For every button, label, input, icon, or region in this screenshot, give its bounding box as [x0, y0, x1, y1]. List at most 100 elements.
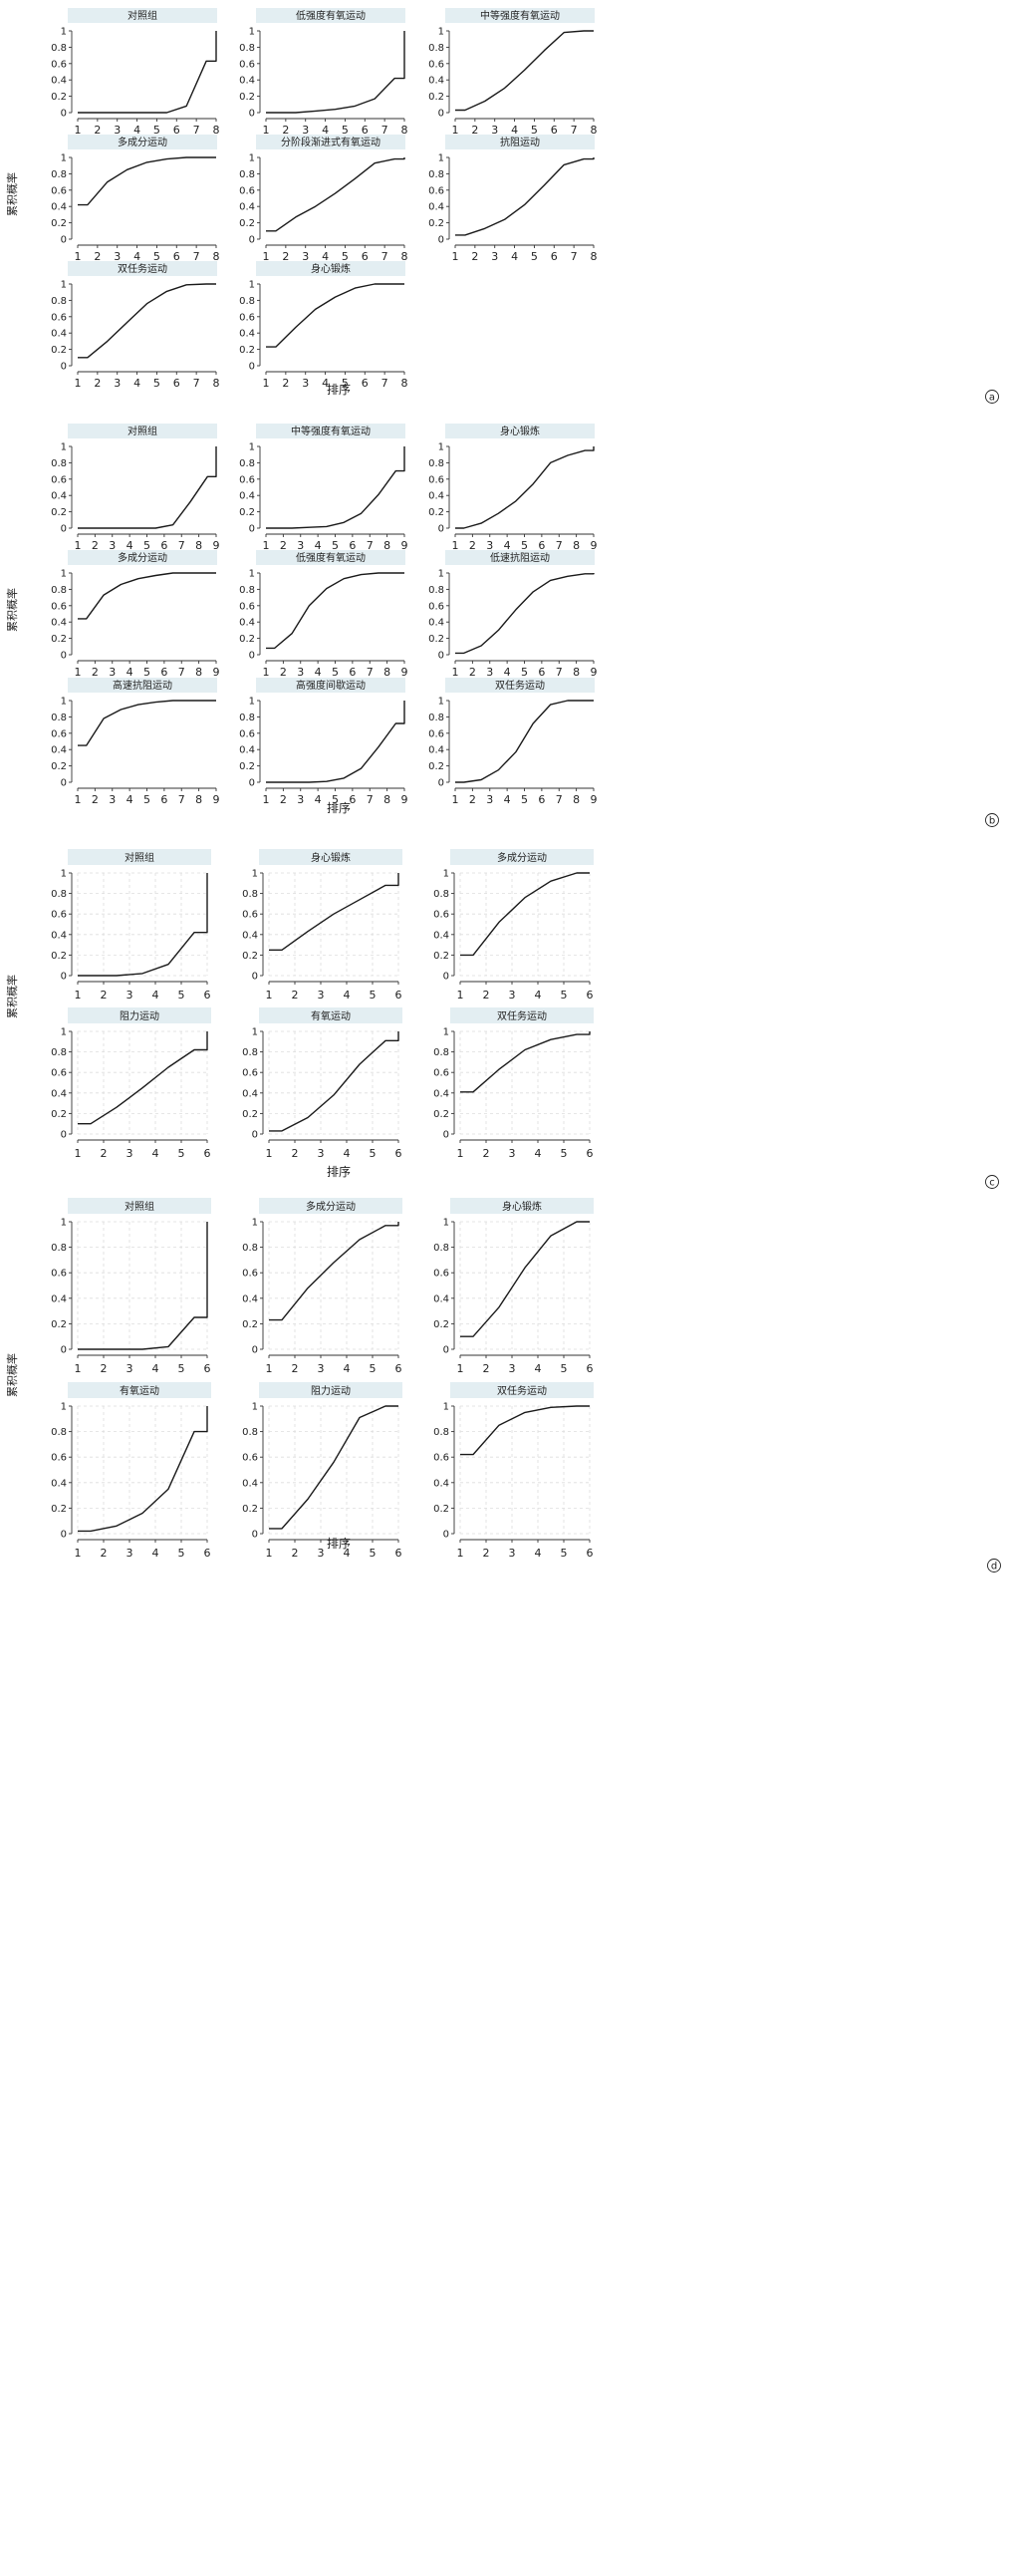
y-tick-label: 0.6 — [51, 185, 67, 196]
subplot-title: 双任务运动 — [497, 1009, 547, 1022]
x-tick-label: 2 — [483, 1362, 490, 1375]
x-tick-label: 6 — [538, 539, 545, 552]
x-tick-label: 5 — [143, 539, 150, 552]
y-tick-label: 0.4 — [51, 1478, 67, 1489]
x-tick-label: 6 — [349, 539, 356, 552]
x-tick-label: 7 — [556, 666, 563, 679]
series-line — [266, 572, 404, 650]
x-tick-label: 4 — [152, 1547, 159, 1560]
strip-background — [256, 678, 405, 693]
subplot-title: 高强度间歇运动 — [296, 679, 366, 692]
subplot-title: 双任务运动 — [495, 679, 545, 692]
x-tick-label: 3 — [318, 989, 325, 1002]
y-tick-label: 1 — [61, 1027, 67, 1038]
y-tick-label: 0.4 — [433, 1478, 449, 1489]
x-tick-label: 6 — [587, 1547, 594, 1560]
x-tick-label: 6 — [173, 250, 180, 263]
subplot-title: 中等强度有氧运动 — [480, 9, 560, 22]
strip-background — [68, 424, 217, 438]
x-tick-label: 6 — [204, 1362, 211, 1375]
subplot-title: 身心锻炼 — [311, 851, 351, 864]
x-tick-label: 1 — [75, 666, 82, 679]
x-tick-label: 5 — [370, 989, 377, 1002]
y-tick-label: 0.8 — [51, 169, 67, 180]
y-tick-label: 0.4 — [428, 745, 444, 756]
x-tick-label: 2 — [92, 666, 99, 679]
x-tick-label: 6 — [551, 124, 558, 137]
y-tick-label: 0 — [438, 778, 444, 789]
x-tick-label: 3 — [318, 1547, 325, 1560]
x-tick-label: 3 — [318, 1362, 325, 1375]
y-tick-label: 0.6 — [239, 601, 255, 612]
y-tick-label: 0.4 — [239, 202, 255, 213]
x-tick-label: 2 — [469, 539, 476, 552]
x-tick-label: 4 — [126, 666, 133, 679]
x-tick-label: 1 — [263, 539, 270, 552]
y-tick-label: 0.2 — [51, 345, 67, 356]
y-tick-label: 0.8 — [51, 43, 67, 54]
strip-background — [450, 1382, 594, 1398]
y-tick-label: 0.4 — [239, 745, 255, 756]
y-tick-label: 0.8 — [51, 585, 67, 596]
series-line — [78, 446, 217, 529]
x-tick-label: 9 — [591, 793, 598, 806]
subplot-title: 身心锻炼 — [500, 425, 540, 437]
strip-background — [445, 678, 595, 693]
y-tick-label: 0.2 — [51, 951, 67, 962]
x-tick-label: 2 — [483, 989, 490, 1002]
x-tick-label: 5 — [178, 1547, 185, 1560]
y-tick-label: 0.4 — [51, 930, 67, 941]
x-tick-label: 5 — [332, 539, 339, 552]
y-tick-label: 0.8 — [239, 169, 255, 180]
x-tick-label: 2 — [92, 539, 99, 552]
y-tick-label: 1 — [61, 697, 67, 708]
y-tick-label: 0.4 — [51, 1088, 67, 1099]
series-line — [78, 873, 208, 977]
x-tick-label: 1 — [75, 1362, 82, 1375]
x-tick-label: 9 — [213, 793, 220, 806]
y-tick-label: 0.8 — [433, 1047, 449, 1058]
x-tick-label: 6 — [395, 989, 402, 1002]
x-tick-label: 6 — [173, 124, 180, 137]
y-tick-label: 0 — [438, 651, 444, 662]
y-tick-label: 0 — [61, 1345, 67, 1356]
subplot-title: 低速抗阻运动 — [490, 551, 550, 564]
x-tick-label: 4 — [504, 539, 511, 552]
x-tick-label: 1 — [452, 124, 459, 137]
y-tick-label: 0 — [252, 1530, 258, 1541]
x-tick-label: 5 — [370, 1147, 377, 1160]
y-tick-label: 0.6 — [51, 1269, 67, 1280]
y-tick-label: 0.2 — [51, 1504, 67, 1515]
panel-label: b — [989, 816, 995, 827]
x-tick-label: 8 — [213, 250, 220, 263]
subplot-title: 多成分运动 — [118, 136, 167, 148]
x-tick-label: 2 — [101, 1147, 108, 1160]
x-tick-label: 1 — [266, 989, 273, 1002]
x-tick-label: 2 — [282, 250, 289, 263]
x-tick-label: 1 — [452, 666, 459, 679]
x-tick-label: 4 — [133, 124, 140, 137]
x-tick-label: 3 — [109, 666, 116, 679]
y-tick-label: 0 — [61, 1530, 67, 1541]
subplot-title: 阻力运动 — [311, 1384, 351, 1397]
strip-background — [68, 1198, 211, 1214]
y-tick-label: 0 — [443, 1345, 449, 1356]
y-tick-label: 0.8 — [428, 43, 444, 54]
subplot-title: 对照组 — [127, 425, 157, 437]
x-tick-label: 2 — [483, 1547, 490, 1560]
series-line — [269, 1405, 398, 1530]
y-tick-label: 0.2 — [433, 1109, 449, 1120]
y-tick-label: 0 — [61, 778, 67, 789]
x-tick-label: 5 — [178, 1362, 185, 1375]
y-tick-label: 0.8 — [239, 296, 255, 307]
x-tick-label: 4 — [322, 124, 329, 137]
x-tick-label: 8 — [591, 250, 598, 263]
y-tick-label: 0.4 — [51, 76, 67, 87]
y-tick-label: 0.6 — [428, 59, 444, 70]
